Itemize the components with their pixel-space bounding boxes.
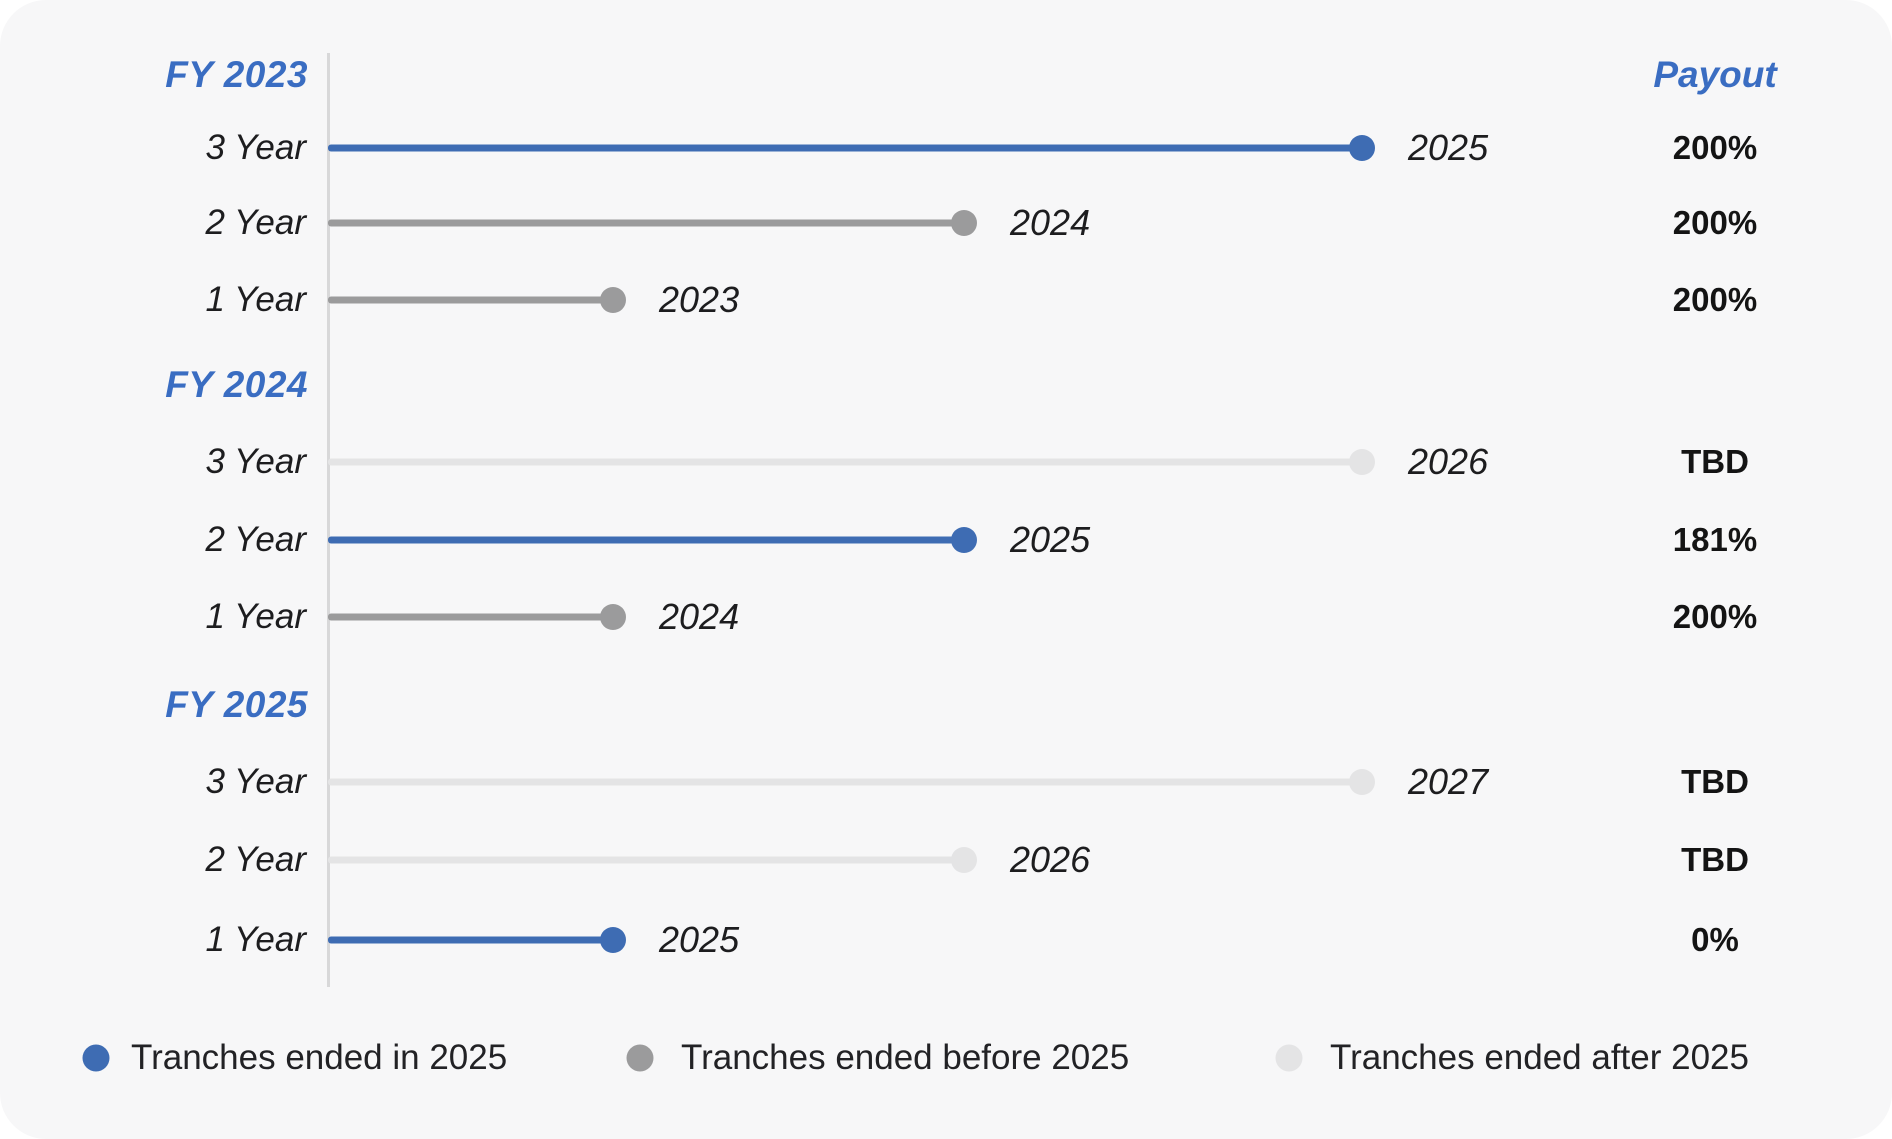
tranche-end-dot [600, 604, 626, 630]
tranche-bar [328, 613, 613, 621]
tranche-end-year-label: 2025 [1010, 519, 1091, 560]
payout-value: 200% [1672, 281, 1758, 318]
tranche-bar [328, 856, 964, 864]
legend-label-ended_after_2025: Tranches ended after 2025 [1330, 1038, 1749, 1077]
tranche-end-year-label: 2026 [1408, 441, 1489, 482]
tranche-bar [328, 936, 613, 944]
tranche-end-year-label: 2024 [1010, 202, 1091, 243]
tranche-end-dot [600, 287, 626, 313]
tranche-label: 1 Year [205, 280, 306, 319]
tranche-bar [328, 144, 1362, 152]
tranche-bar [328, 778, 1362, 786]
legend-dot-ended_before_2025 [626, 1044, 654, 1072]
tranche-end-year-label: 2024 [659, 596, 740, 637]
tranche-end-dot [1349, 769, 1375, 795]
tranche-label: 3 Year [205, 128, 306, 167]
tranche-bar [328, 536, 964, 544]
legend-dot-ended_in_2025 [82, 1044, 110, 1072]
payout-value: TBD [1681, 841, 1749, 878]
tranche-end-dot [951, 847, 977, 873]
tranche-end-year-label: 2025 [659, 919, 740, 960]
tranche-end-year-label: 2027 [1408, 761, 1489, 802]
payout-value: 200% [1672, 598, 1758, 635]
tranche-end-dot [951, 527, 977, 553]
tranche-bar [328, 219, 964, 227]
payout-value: 200% [1672, 129, 1758, 166]
fiscal-year-header: FY 2024 [165, 364, 308, 405]
tranche-label: 2 Year [205, 840, 306, 879]
tranche-bar [328, 458, 1362, 466]
payout-value: TBD [1681, 763, 1749, 800]
payout-column-header: Payout [1653, 54, 1777, 95]
tranche-label: 3 Year [205, 762, 306, 801]
payout-value: 0% [1691, 921, 1739, 958]
payout-value: 200% [1672, 204, 1758, 241]
legend-label-ended_in_2025: Tranches ended in 2025 [131, 1038, 508, 1077]
tranche-label: 1 Year [205, 920, 306, 959]
tranche-end-year-label: 2026 [1010, 839, 1091, 880]
tranche-label: 3 Year [205, 442, 306, 481]
tranche-end-year-label: 2025 [1408, 127, 1489, 168]
tranche-end-dot [951, 210, 977, 236]
legend-dot-ended_after_2025 [1275, 1044, 1303, 1072]
tranche-label: 2 Year [205, 203, 306, 242]
payout-value: 181% [1672, 521, 1758, 558]
tranche-end-dot [1349, 449, 1375, 475]
fiscal-year-header: FY 2023 [165, 54, 308, 95]
legend-label-ended_before_2025: Tranches ended before 2025 [681, 1038, 1130, 1077]
tranche-bar [328, 296, 613, 304]
tranche-label: 1 Year [205, 597, 306, 636]
tranche-end-dot [1349, 135, 1375, 161]
tranche-end-dot [600, 927, 626, 953]
vertical-axis-line [327, 53, 330, 987]
tranche-label: 2 Year [205, 520, 306, 559]
tranche-end-year-label: 2023 [659, 279, 740, 320]
payout-value: TBD [1681, 443, 1749, 480]
fiscal-year-header: FY 2025 [165, 684, 308, 725]
